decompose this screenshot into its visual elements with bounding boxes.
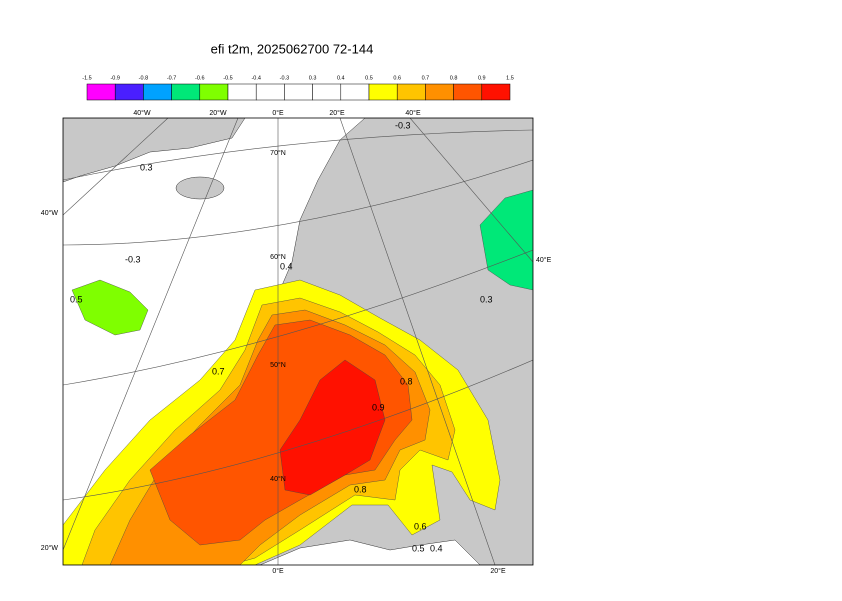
colorbar-label: 1.5 — [506, 75, 514, 81]
lon-label: 0°E — [272, 109, 284, 117]
colorbar-label: -0.8 — [139, 75, 148, 81]
contour-labels: 0.3 -0.3 0.5 -0.3 0.4 0.7 0.8 0.9 0.8 0.… — [70, 120, 493, 553]
lon-label: 40°W — [133, 109, 151, 117]
contour-label: 0.8 — [354, 484, 367, 494]
lon-label: 20°W — [41, 544, 59, 552]
colorbar-box — [453, 83, 483, 101]
lon-label: 0°E — [272, 567, 284, 575]
colorbar-box — [199, 83, 229, 101]
lon-label: 20°E — [329, 109, 345, 117]
colorbar-label: -0.6 — [195, 75, 204, 81]
red-area — [279, 359, 386, 496]
contour-label: 0.7 — [212, 366, 225, 376]
colorbar-label: -1.5 — [82, 75, 91, 81]
contour-label: 0.5 — [70, 294, 83, 304]
colorbar-label: 0.4 — [337, 75, 345, 81]
contour-label: 0.6 — [414, 521, 427, 531]
greenland — [63, 118, 246, 183]
lon-label: 20°E — [490, 567, 506, 575]
green-area-west — [71, 279, 149, 336]
contour-label: 0.3 — [140, 162, 153, 172]
colorbar-box — [425, 83, 454, 101]
colorbar-box — [143, 83, 172, 101]
title: efi t2m, 2025062700 72-144 — [211, 41, 374, 56]
colorbar-label: 0.3 — [309, 75, 317, 81]
iceland — [175, 176, 225, 200]
lon-label: 40°W — [41, 209, 59, 217]
map — [63, 118, 533, 565]
colorbar-box — [396, 83, 426, 101]
colorbar-box — [86, 83, 116, 101]
colorbar-box — [114, 83, 144, 101]
colorbar-box — [255, 83, 285, 101]
colorbar-box — [368, 83, 398, 101]
contour-label: -0.3 — [125, 254, 141, 264]
colorbar-label: -0.5 — [223, 75, 232, 81]
contour-label: 0.4 — [430, 543, 443, 553]
lon-label: 20°W — [209, 109, 227, 117]
colorbar-label: 0.8 — [450, 75, 458, 81]
colorbar-label: -0.4 — [251, 75, 260, 81]
contour-label: 0.8 — [400, 376, 413, 386]
colorbar: -1.5 -0.9 -0.8 -0.7 -0.6 -0.5 -0.4 -0.3 0.3 0.4 0.… — [82, 75, 514, 101]
colorbar-label: -0.7 — [167, 75, 176, 81]
colorbar-label: 0.9 — [478, 75, 486, 81]
colorbar-label: 0.7 — [422, 75, 430, 81]
lat-label: 50°N — [270, 361, 286, 369]
contour-label: 0.9 — [372, 402, 385, 412]
lat-label: 70°N — [270, 149, 286, 157]
lon-label: 40°E — [405, 109, 421, 117]
colorbar-label: 0.5 — [365, 75, 373, 81]
lat-label: 40°N — [270, 475, 286, 483]
colorbar-label: 0.6 — [393, 75, 401, 81]
colorbar-box — [340, 83, 370, 101]
contour-label: 0.3 — [480, 294, 493, 304]
graticule-labels: 40°W 20°W 0°E 20°E 40°E 70°N 60°N 50°N 4… — [41, 109, 552, 575]
map-frame — [62, 117, 534, 566]
graticule — [63, 118, 533, 565]
contour-label: 0.5 — [412, 543, 425, 553]
colorbar-box — [284, 83, 313, 101]
colorbar-box — [481, 83, 511, 101]
lat-label: 60°N — [270, 253, 286, 261]
lon-label: 40°E — [536, 256, 552, 264]
contour-label: 0.4 — [280, 261, 293, 271]
colorbar-label: -0.3 — [280, 75, 289, 81]
colorbar-box — [312, 83, 342, 101]
colorbar-box — [227, 83, 257, 101]
contour-label: -0.3 — [395, 120, 411, 130]
colorbar-label: -0.9 — [110, 75, 119, 81]
colorbar-box — [171, 83, 201, 101]
